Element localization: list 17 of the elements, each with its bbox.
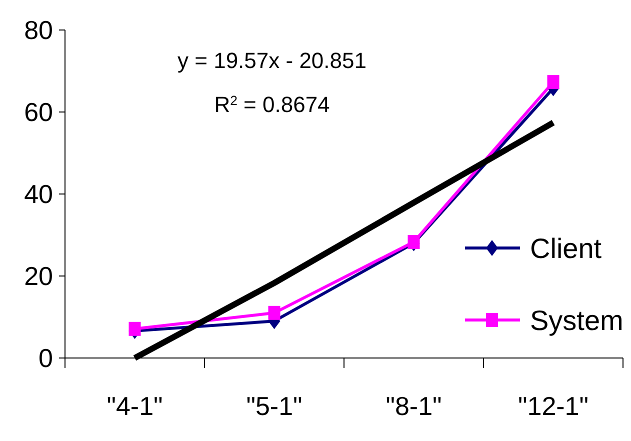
point xyxy=(128,322,141,336)
legend-label: System xyxy=(530,304,624,336)
y-tick-label: 60 xyxy=(24,97,53,128)
x-tick-label: "5-1" xyxy=(246,391,302,421)
point xyxy=(268,306,280,320)
y-tick-label: 20 xyxy=(24,261,53,292)
x-tick-label: "8-1" xyxy=(386,391,442,421)
x-tick-label: "4-1" xyxy=(106,391,163,421)
point xyxy=(547,75,560,90)
annotation: R$^{2}$ = 0.8674 xyxy=(214,92,330,117)
y-tick-label: 0 xyxy=(38,343,53,374)
annotation: y = 19.57x - 20.851 xyxy=(178,48,366,73)
y-tick-label: 80 xyxy=(24,15,53,46)
legend-label: Client xyxy=(530,232,602,264)
x-tick-label: "12-1" xyxy=(518,391,588,421)
y-tick-label: 40 xyxy=(24,179,53,210)
point xyxy=(408,234,420,249)
